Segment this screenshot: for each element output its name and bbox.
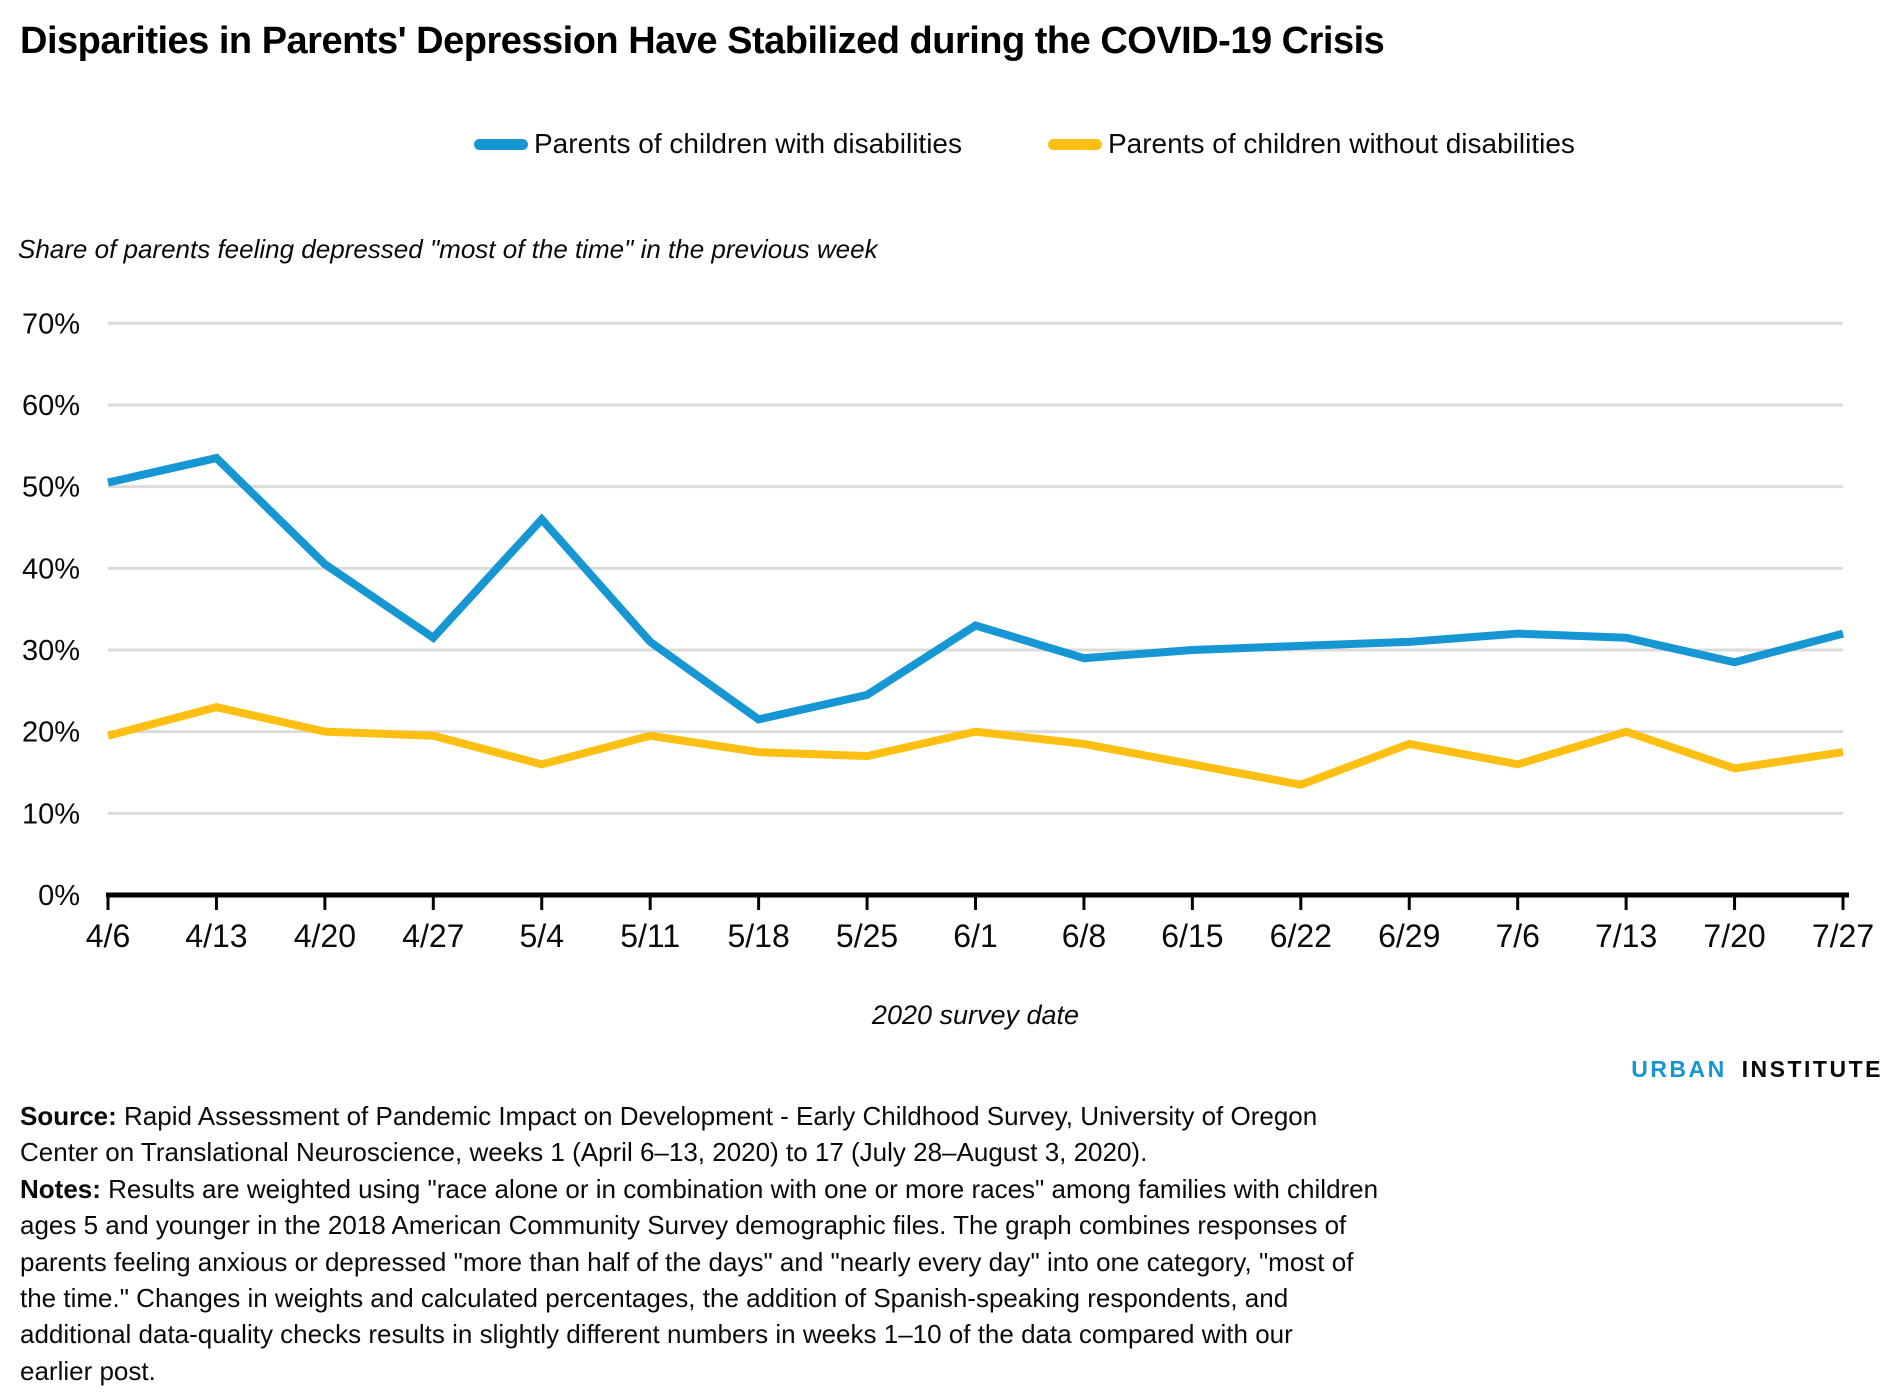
y-axis-tick-label: 20%: [22, 717, 80, 749]
urban-institute-logo: URBAN INSTITUTE: [1631, 1056, 1883, 1083]
y-axis-tick-label: 40%: [22, 553, 80, 585]
chart-legend: Parents of children with disabilities Pa…: [474, 128, 1575, 160]
x-axis-tick-label: 4/13: [185, 918, 247, 954]
x-axis-tick-label: 5/11: [620, 918, 680, 954]
x-axis-tick-label: 6/1: [953, 918, 997, 954]
page-title: Disparities in Parents' Depression Have …: [20, 20, 1385, 62]
x-axis-tick-label: 7/20: [1703, 918, 1765, 954]
footer-text-line: Notes: Results are weighted using "race …: [20, 1173, 1379, 1204]
x-axis-tick-label: 7/6: [1495, 918, 1539, 954]
x-axis-tick-label: 5/4: [520, 918, 564, 954]
source-notes-block: Source: Rapid Assessment of Pandemic Imp…: [20, 1098, 1680, 1389]
x-axis-tick-label: 5/18: [727, 918, 789, 954]
y-axis-tick-label: 70%: [22, 308, 80, 340]
x-axis-tick-label: 6/22: [1270, 918, 1332, 954]
line-chart: 0% 10% 20% 30% 40% 50% 60% 70% 4/6 4/13 4/20 4/27 5/…: [22, 308, 1874, 954]
legend-item-with-disabilities: Parents of children with disabilities: [474, 128, 962, 160]
x-axis-tick-label: 4/6: [86, 918, 130, 954]
legend-item-without-disabilities: Parents of children without disabilities: [1047, 128, 1575, 160]
y-axis-tick-label: 10%: [22, 798, 80, 830]
logo-institute-text: INSTITUTE: [1741, 1056, 1883, 1082]
series-line-without-disabilities: [106, 703, 1844, 789]
x-axis-tick-label: 6/8: [1062, 918, 1106, 954]
yellow-line-swatch-icon: [1047, 138, 1102, 150]
series-line-with-disabilities: [107, 453, 1845, 724]
y-axis-tick-label: 30%: [22, 635, 80, 667]
y-axis-tick-label: 50%: [22, 472, 80, 504]
footer-text-line: earlier post.: [20, 1355, 156, 1386]
footer-text-line: additional data-quality checks results i…: [20, 1319, 1293, 1350]
x-axis-tick-label: 7/13: [1595, 918, 1657, 954]
footer-text-line: ages 5 and younger in the 2018 American …: [20, 1210, 1347, 1241]
legend-label: Parents of children without disabilities: [1107, 128, 1575, 159]
y-axis-tick-label: 0%: [38, 880, 80, 912]
x-axis-tick-label: 7/27: [1812, 918, 1874, 954]
x-axis-tick-label: 4/27: [402, 918, 464, 954]
y-axis-tick-label: 60%: [22, 390, 80, 422]
x-axis-tick-label: 4/20: [294, 918, 356, 954]
legend-label: Parents of children with disabilities: [534, 128, 962, 159]
x-axis-tick-label: 5/25: [836, 918, 898, 954]
blue-line-swatch-icon: [474, 138, 528, 150]
x-axis-tick-label: 6/15: [1161, 918, 1223, 954]
footer-text-line: Source: Rapid Assessment of Pandemic Imp…: [20, 1101, 1318, 1131]
footer-text-line: Center on Translational Neuroscience, we…: [20, 1137, 1148, 1168]
logo-urban-text: URBAN: [1631, 1056, 1727, 1082]
x-axis-title: 2020 survey date: [871, 1000, 1080, 1030]
x-axis-tick-label: 6/29: [1378, 918, 1440, 954]
chart-subtitle: Share of parents feeling depressed "most…: [18, 234, 878, 264]
footer-text-line: the time." Changes in weights and calcul…: [20, 1283, 1289, 1314]
footer-text-line: parents feeling anxious or depressed "mo…: [20, 1246, 1354, 1277]
